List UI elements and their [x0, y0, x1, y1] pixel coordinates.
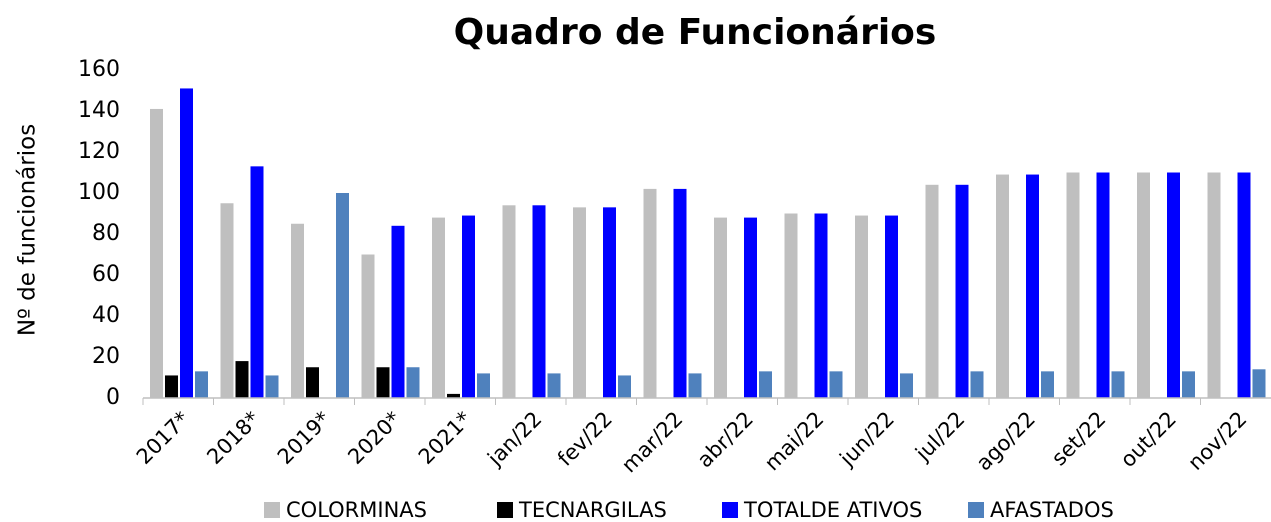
- x-tick-label: set/22: [1047, 407, 1111, 471]
- bar: [955, 184, 969, 398]
- y-tick-label: 20: [92, 344, 120, 369]
- x-tick-label: 2017*: [132, 407, 194, 469]
- x-tick-label: fev/22: [553, 407, 617, 471]
- bar: [250, 166, 264, 398]
- bar: [547, 373, 561, 398]
- bar: [573, 207, 586, 398]
- bar: [643, 188, 657, 398]
- bar: [1066, 172, 1080, 398]
- legend-swatch: [264, 502, 280, 518]
- x-tick-label: jun/22: [834, 407, 899, 472]
- legend-swatch: [722, 502, 738, 518]
- y-tick-label: 100: [78, 180, 120, 205]
- bar: [376, 367, 390, 398]
- bar: [406, 367, 420, 398]
- y-axis-label: Nº de funcionários: [15, 124, 41, 336]
- bar: [1096, 172, 1110, 398]
- bar: [361, 254, 375, 398]
- bar: [180, 88, 193, 398]
- bar: [784, 213, 798, 398]
- bar: [291, 223, 304, 398]
- bar: [306, 367, 319, 398]
- bar: [829, 371, 843, 398]
- bar: [1167, 172, 1180, 398]
- bar: [195, 371, 208, 398]
- x-tick-label: mar/22: [617, 407, 688, 478]
- bar: [925, 184, 939, 398]
- bar: [714, 217, 727, 398]
- bar: [744, 217, 757, 398]
- bar: [885, 215, 898, 398]
- y-tick-label: 40: [92, 303, 120, 328]
- legend-label: TECNARGILAS: [518, 498, 667, 522]
- x-tick-label: jan/22: [482, 407, 546, 471]
- bar: [1182, 371, 1195, 398]
- legend-label: TOTALDE ATIVOS: [743, 498, 922, 522]
- legend-swatch: [497, 502, 513, 518]
- legend-label: COLORMINAS: [286, 498, 427, 522]
- bar: [447, 393, 460, 398]
- bar: [235, 361, 249, 398]
- bar: [477, 373, 490, 398]
- x-tick-label: ago/22: [972, 407, 1040, 475]
- bar: [462, 215, 475, 398]
- bar: [688, 373, 702, 398]
- x-tick-label: out/22: [1116, 407, 1181, 472]
- y-tick-label: 120: [78, 139, 120, 164]
- bar: [165, 375, 178, 398]
- bar: [1252, 369, 1266, 398]
- bar: [265, 375, 279, 398]
- bar: [970, 371, 984, 398]
- legend-swatch: [968, 502, 984, 518]
- y-tick-label: 0: [106, 385, 120, 410]
- x-tick-label: abr/22: [693, 407, 759, 473]
- bar: [502, 205, 516, 398]
- x-tick-label: 2018*: [202, 407, 264, 469]
- bar: [603, 207, 616, 398]
- y-tick-label: 60: [92, 262, 120, 287]
- legend-label: AFASTADOS: [990, 498, 1114, 522]
- bar: [1237, 172, 1251, 398]
- bar: [814, 213, 828, 398]
- x-tick-label: jul/22: [910, 407, 969, 466]
- bar: [391, 225, 405, 398]
- x-tick-label: 2021*: [414, 407, 476, 469]
- bar: [1207, 172, 1221, 398]
- bar: [532, 205, 546, 398]
- x-tick-label: nov/22: [1183, 407, 1251, 475]
- y-tick-label: 160: [78, 57, 120, 82]
- x-tick-label: 2020*: [343, 407, 405, 469]
- bar: [759, 371, 772, 398]
- chart-title: Quadro de Funcionários: [454, 12, 937, 53]
- bar: [336, 193, 349, 398]
- bar: [673, 188, 687, 398]
- bar: [432, 217, 445, 398]
- bar: [1041, 371, 1054, 398]
- bar: [1137, 172, 1150, 398]
- bar: [1026, 174, 1039, 398]
- bar: [996, 174, 1009, 398]
- x-tick-label: mai/22: [760, 407, 829, 476]
- x-tick-label: 2019*: [273, 407, 335, 469]
- bar: [150, 108, 163, 398]
- bar: [900, 373, 913, 398]
- y-tick-label: 140: [78, 98, 120, 123]
- bar: [1111, 371, 1125, 398]
- bar: [220, 203, 234, 398]
- y-tick-label: 80: [92, 221, 120, 246]
- bar: [618, 375, 631, 398]
- bar: [855, 215, 868, 398]
